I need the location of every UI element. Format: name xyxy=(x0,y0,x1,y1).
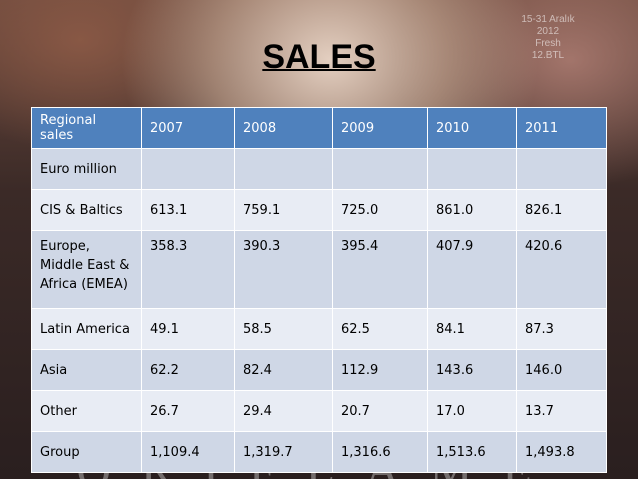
table-cell: 1,316.6 xyxy=(332,431,428,473)
table-cell xyxy=(516,148,607,190)
table-cell: 87.3 xyxy=(516,308,607,350)
table-cell: 58.5 xyxy=(234,308,333,350)
header-cell: 2010 xyxy=(427,107,517,149)
table-row: Latin America 49.1 58.5 62.5 84.1 87.3 xyxy=(31,308,607,350)
sales-table: Regional sales 2007 2008 2009 2010 2011 … xyxy=(31,107,607,473)
header-cell: 2007 xyxy=(141,107,235,149)
table-cell xyxy=(427,148,517,190)
corner-line: 15-31 Aralık xyxy=(521,14,575,25)
table-cell xyxy=(234,148,333,190)
table-cell: 26.7 xyxy=(141,390,235,432)
table-cell: 17.0 xyxy=(427,390,517,432)
table-cell: 826.1 xyxy=(516,189,607,231)
table-cell: 84.1 xyxy=(427,308,517,350)
table-cell: 358.3 xyxy=(141,230,235,309)
table-cell: 112.9 xyxy=(332,349,428,391)
table-cell: 13.7 xyxy=(516,390,607,432)
slide-title-text: SALES xyxy=(262,38,376,76)
corner-line: 12.BTL xyxy=(531,50,565,61)
table-cell: 143.6 xyxy=(427,349,517,391)
table-cell: Other xyxy=(31,390,142,432)
header-cell: 2008 xyxy=(234,107,333,149)
header-cell: 2011 xyxy=(516,107,607,149)
header-cell: 2009 xyxy=(332,107,428,149)
table-cell: 62.5 xyxy=(332,308,428,350)
table-cell xyxy=(141,148,235,190)
table-cell: 20.7 xyxy=(332,390,428,432)
table-cell: 759.1 xyxy=(234,189,333,231)
table-cell: 1,319.7 xyxy=(234,431,333,473)
table-cell: 29.4 xyxy=(234,390,333,432)
table-cell: 390.3 xyxy=(234,230,333,309)
table-cell: Euro million xyxy=(31,148,142,190)
slide-title: SALES xyxy=(0,38,638,77)
table-cell: 395.4 xyxy=(332,230,428,309)
table-cell: Latin America xyxy=(31,308,142,350)
corner-line: 2012 xyxy=(536,26,560,37)
table-cell: 407.9 xyxy=(427,230,517,309)
table-row: CIS & Baltics 613.1 759.1 725.0 861.0 82… xyxy=(31,189,607,231)
table-row: Euro million xyxy=(31,148,607,190)
table-cell: CIS & Baltics xyxy=(31,189,142,231)
table-cell xyxy=(332,148,428,190)
table-cell: 1,513.6 xyxy=(427,431,517,473)
table-cell: 146.0 xyxy=(516,349,607,391)
table-cell: 49.1 xyxy=(141,308,235,350)
table-header-row: Regional sales 2007 2008 2009 2010 2011 xyxy=(31,107,607,149)
table-cell: 420.6 xyxy=(516,230,607,309)
table-cell: Group xyxy=(31,431,142,473)
table-cell: 861.0 xyxy=(427,189,517,231)
background-corner-text: 15-31 Aralık 2012 Fresh 12.BTL xyxy=(518,14,578,62)
table-cell: 1,109.4 xyxy=(141,431,235,473)
table-row: Asia 62.2 82.4 112.9 143.6 146.0 xyxy=(31,349,607,391)
corner-line: Fresh xyxy=(535,38,561,49)
table-cell: 613.1 xyxy=(141,189,235,231)
table-cell: 82.4 xyxy=(234,349,333,391)
table-row: Group 1,109.4 1,319.7 1,316.6 1,513.6 1,… xyxy=(31,431,607,473)
header-cell: Regional sales xyxy=(31,107,142,149)
table-row: Europe, Middle East & Africa (EMEA) 358.… xyxy=(31,230,607,309)
table-cell: 62.2 xyxy=(141,349,235,391)
table-row: Other 26.7 29.4 20.7 17.0 13.7 xyxy=(31,390,607,432)
table-cell: Europe, Middle East & Africa (EMEA) xyxy=(31,230,142,309)
table-cell: 725.0 xyxy=(332,189,428,231)
table-cell: Asia xyxy=(31,349,142,391)
table-cell: 1,493.8 xyxy=(516,431,607,473)
